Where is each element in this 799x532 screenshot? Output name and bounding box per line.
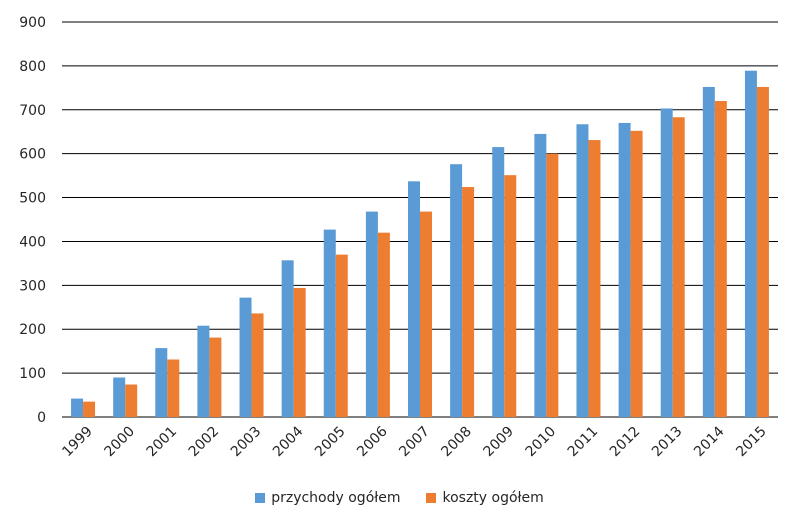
- x-tick-label: 2012: [607, 424, 644, 461]
- bar-costs: [588, 140, 601, 418]
- bar-revenue: [408, 181, 420, 417]
- y-tick-label: 500: [19, 191, 46, 207]
- x-tick-label: 1999: [59, 424, 96, 461]
- bar-revenue: [702, 86, 715, 417]
- bar-revenue: [618, 122, 631, 417]
- x-tick-label: 2000: [101, 424, 138, 461]
- bar-costs: [462, 187, 475, 417]
- x-tick-label: 2006: [354, 423, 391, 460]
- x-tick-label: 2007: [396, 424, 433, 461]
- bar-costs: [546, 153, 559, 417]
- y-tick-label: 800: [19, 59, 46, 75]
- bar-costs: [756, 86, 769, 417]
- x-tick-label: 2003: [228, 424, 265, 461]
- legend-swatch-revenue: [255, 493, 266, 503]
- bar-costs: [209, 337, 222, 417]
- bar-costs: [125, 384, 138, 417]
- y-tick-label: 100: [19, 366, 46, 382]
- bar-revenue: [239, 297, 252, 417]
- y-tick-label: 900: [19, 15, 46, 31]
- y-tick-label: 200: [19, 322, 46, 338]
- bar-costs: [293, 287, 306, 417]
- legend-swatch-costs: [426, 493, 437, 503]
- bar-revenue: [660, 108, 673, 417]
- y-tick-label: 700: [19, 103, 46, 119]
- bar-costs: [630, 130, 643, 417]
- bar-revenue: [492, 147, 505, 418]
- legend-item-revenue: przychody ogółem: [255, 490, 400, 506]
- x-tick-label: 2013: [649, 424, 686, 461]
- legend-label-revenue: przychody ogółem: [271, 490, 401, 506]
- legend: przychody ogółem koszty ogółem: [0, 490, 799, 506]
- y-tick-label: 400: [19, 234, 46, 250]
- x-tick-label: 2014: [691, 423, 728, 460]
- y-tick-label: 600: [19, 147, 46, 163]
- bar-revenue: [365, 211, 378, 417]
- y-tick-label: 300: [19, 278, 46, 294]
- bar-revenue: [450, 164, 463, 417]
- x-tick-label: 2001: [144, 424, 181, 461]
- bar-costs: [420, 211, 432, 417]
- x-axis-ticks: 1999 2000 2001 2002 2003 2004 2005 2006 2007 2008…: [59, 423, 769, 460]
- legend-item-costs: koszty ogółem: [426, 490, 544, 506]
- y-tick-label: 0: [37, 410, 46, 426]
- bar-revenue: [71, 398, 84, 417]
- x-tick-label: 2008: [438, 424, 475, 461]
- bar-revenue: [155, 348, 168, 417]
- x-tick-label: 2010: [523, 424, 560, 461]
- x-tick-label: 2009: [481, 424, 518, 461]
- bar-revenue: [323, 229, 336, 417]
- bar-revenue: [197, 325, 210, 417]
- bar-revenue: [744, 70, 757, 417]
- bar-costs: [672, 117, 685, 417]
- x-tick-label: 2011: [565, 424, 602, 461]
- x-tick-label: 2005: [312, 424, 349, 461]
- bar-costs: [83, 401, 96, 417]
- x-tick-label: 2015: [733, 424, 770, 461]
- bars: [71, 70, 769, 418]
- bar-costs: [504, 175, 517, 417]
- bar-revenue: [534, 133, 547, 417]
- y-axis-ticks: 0 100 200 300 400 500 600 700 800 900: [19, 15, 46, 426]
- x-tick-label: 2002: [186, 424, 223, 461]
- bar-costs: [251, 313, 264, 417]
- bar-revenue: [113, 377, 126, 417]
- bar-costs: [167, 359, 180, 417]
- bar-revenue: [576, 124, 589, 417]
- x-tick-label: 2004: [270, 423, 307, 460]
- bar-costs: [377, 232, 390, 417]
- bar-costs: [714, 101, 727, 417]
- bar-costs: [335, 254, 348, 417]
- legend-label-costs: koszty ogółem: [442, 490, 544, 506]
- bar-revenue: [281, 260, 294, 417]
